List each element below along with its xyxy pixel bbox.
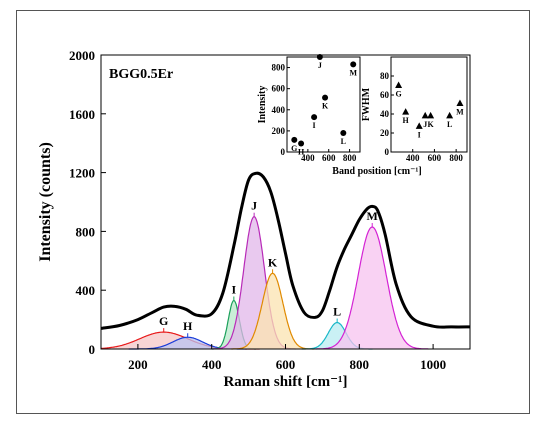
inset-point-J: [421, 111, 429, 119]
inset-y-tick-label: 60: [380, 90, 390, 100]
inset-y-tick-label: 0: [385, 147, 390, 157]
sample-label: BGG0.5Er: [109, 67, 173, 82]
inset-fwhm: 400 600 800 0 20 40 60 80 FWHM G HIJ K LM: [361, 56, 468, 163]
peak-fill-J: [212, 216, 296, 349]
peak-label-L: L: [333, 305, 341, 319]
inset-point-label-I: I: [418, 130, 421, 139]
x-tick-label: 400: [202, 357, 222, 372]
inset-point-K: [427, 111, 435, 119]
peak-label-G: G: [159, 314, 168, 328]
inset-point-label-G: G: [291, 144, 297, 153]
peak-label-I: I: [232, 282, 237, 296]
inset-y-tick-label: 0: [281, 147, 286, 157]
inset-point-label-J: J: [318, 61, 322, 70]
figure-frame: [16, 10, 530, 414]
inset-y-tick-label: 20: [380, 128, 390, 138]
peak-label-K: K: [268, 255, 278, 269]
x-tick-label: 1000: [420, 357, 446, 372]
inset-y-tick-label: 800: [272, 63, 286, 73]
y-tick-label: 2000: [69, 48, 95, 63]
peak-curve-M: [316, 226, 429, 350]
inset-point-label-I: I: [313, 121, 316, 130]
y-tick-label: 1600: [69, 107, 95, 122]
x-axis-title: Raman shift [cm⁻¹]: [223, 374, 347, 390]
inset-x-tick-label: 800: [343, 153, 357, 163]
inset-y-tick-label: 600: [272, 84, 286, 94]
inset-point-M: [456, 99, 464, 107]
inset-point-L: [446, 111, 454, 119]
inset-point-I: [311, 114, 318, 121]
inset-point-I: [415, 122, 423, 129]
peak-curve-K: [231, 272, 314, 350]
peak-fill-M: [316, 227, 429, 349]
peak-fill-I: [211, 300, 256, 349]
inset-x-axis-title: Band position [cm⁻¹]: [332, 166, 421, 177]
total-raman-curve: [100, 171, 471, 330]
inset-point-L: [340, 130, 347, 136]
inset-point-G: [395, 81, 403, 88]
x-tick-label: 600: [276, 357, 296, 372]
inset-point-H: [298, 140, 305, 147]
inset-box-fwhm: [390, 56, 468, 153]
inset-intensity: 400 600 800 0 200 400 600 800 Intensity G H I J K L M: [257, 54, 361, 163]
inset-point-label-H: H: [298, 148, 305, 157]
inset-y-tick-label: 200: [272, 126, 286, 136]
x-tick-label: 800: [350, 357, 370, 372]
inset-x-tick-label: 800: [449, 153, 463, 163]
inset-point-label-J: J: [423, 120, 427, 129]
y-tick-label: 0: [89, 342, 96, 357]
inset-y-tick-label: 80: [380, 71, 390, 81]
x-tick-label: 200: [128, 357, 148, 372]
inset-point-G: [291, 136, 298, 143]
inset-x-tick-label: 400: [406, 153, 420, 163]
inset-point-label-L: L: [447, 120, 452, 129]
inset-point-M: [350, 61, 357, 68]
inset-y-axis-title: FWHM: [361, 87, 372, 121]
y-tick-label: 400: [76, 283, 96, 298]
fitted-peaks: [101, 216, 429, 350]
inset-point-label-M: M: [456, 108, 464, 117]
inset-point-label-H: H: [403, 116, 410, 125]
peak-labels: G H I J K L M: [159, 199, 378, 338]
inset-point-H: [402, 108, 410, 115]
peak-fill-L: [301, 322, 373, 349]
peak-fill-K: [231, 273, 314, 349]
inset-point-label-K: K: [322, 102, 329, 111]
inset-x-tick-label: 400: [301, 153, 315, 163]
peak-label-J: J: [251, 199, 257, 213]
inset-y-axis-title: Intensity: [257, 86, 268, 124]
inset-point-label-M: M: [349, 68, 357, 77]
inset-x-tick-label: 600: [322, 153, 336, 163]
inset-box-intensity: [286, 56, 361, 153]
y-tick-label: 800: [76, 224, 96, 239]
inset-point-label-L: L: [341, 137, 346, 146]
inset-y-tick-label: 40: [380, 109, 390, 119]
peak-label-H: H: [183, 319, 193, 333]
inset-x-tick-label: 600: [428, 153, 442, 163]
y-tick-label: 1200: [69, 166, 95, 181]
peak-label-M: M: [367, 209, 378, 223]
inset-point-label-K: K: [428, 120, 435, 129]
y-axis-title: Intensity (counts): [37, 142, 54, 262]
inset-point-J: [316, 54, 323, 60]
peak-fill-H: [128, 337, 247, 349]
inset-point-label-G: G: [395, 90, 401, 99]
inset-y-tick-label: 400: [272, 105, 286, 115]
inset-point-K: [322, 94, 329, 101]
